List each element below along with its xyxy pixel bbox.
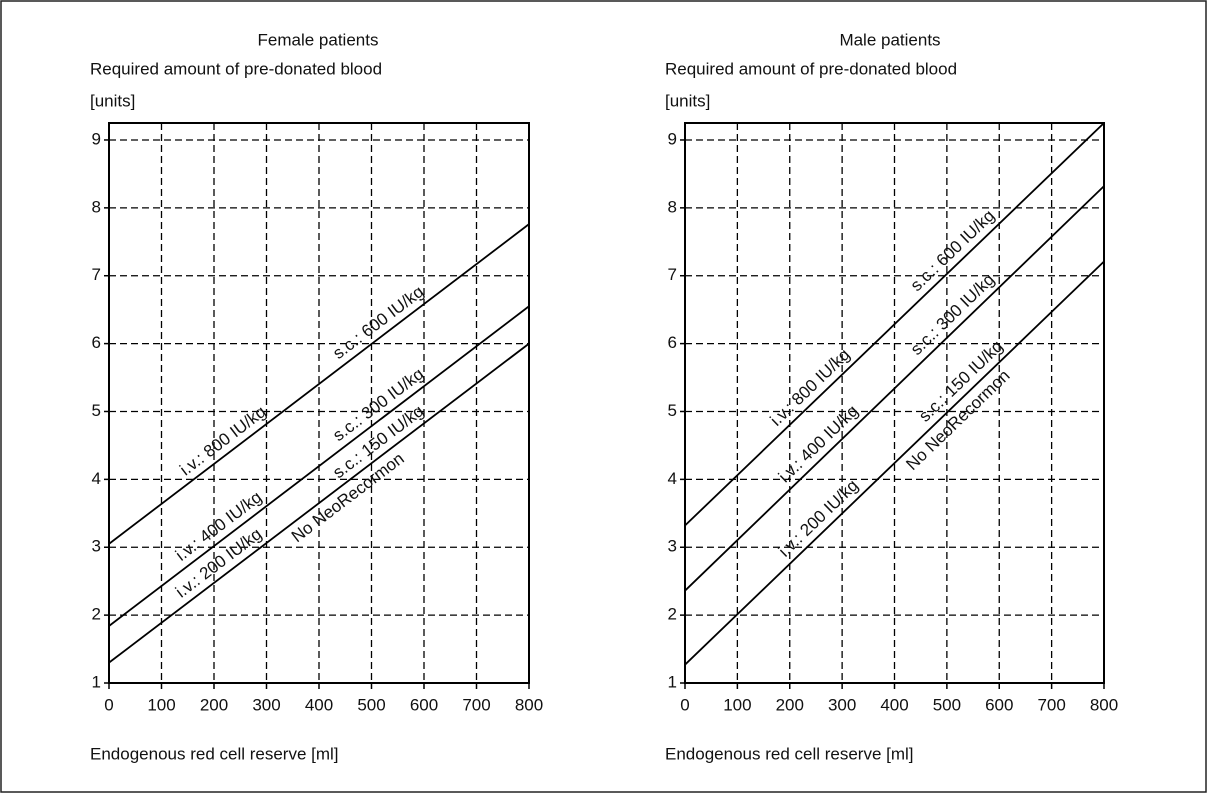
line: [108, 223, 530, 545]
y-tick-label: 4: [668, 469, 677, 488]
x-tick-label: 300: [828, 695, 856, 714]
x-tick-label: 100: [723, 695, 751, 714]
line-label: s.c.: 600 IU/kg: [329, 282, 427, 363]
y-tick-label: 6: [92, 333, 101, 352]
y-tick-label: 4: [92, 469, 101, 488]
plot-area: [684, 122, 1105, 684]
plot-area: [108, 122, 530, 684]
line: [684, 185, 1105, 592]
x-tick-label: 700: [462, 695, 490, 714]
y-tick-label: 3: [668, 537, 677, 556]
x-tick-label: 500: [357, 695, 385, 714]
y-tick-label: 3: [92, 537, 101, 556]
line-label: i.v.: 200 IU/kg: [775, 476, 862, 561]
y-axis-label: [units]: [665, 91, 710, 110]
x-axis-label: Endogenous red cell reserve [ml]: [665, 744, 914, 763]
y-tick-label: 9: [92, 129, 101, 148]
line: [684, 122, 1105, 527]
x-tick-label: 600: [410, 695, 438, 714]
y-tick-label: 7: [668, 265, 677, 284]
x-tick-label: 700: [1037, 695, 1065, 714]
x-tick-label: 800: [1090, 695, 1118, 714]
x-tick-label: 800: [515, 695, 543, 714]
y-tick-label: 1: [92, 672, 101, 691]
x-tick-label: 600: [985, 695, 1013, 714]
x-tick-label: 0: [104, 695, 113, 714]
y-tick-label: 7: [92, 265, 101, 284]
x-tick-label: 200: [776, 695, 804, 714]
y-tick-label: 5: [92, 401, 101, 420]
line-label: i.v.: 800 IU/kg: [176, 402, 269, 479]
x-tick-label: 0: [680, 695, 689, 714]
x-tick-label: 200: [200, 695, 228, 714]
y-tick-label: 8: [668, 197, 677, 216]
x-tick-label: 400: [305, 695, 333, 714]
x-tick-label: 100: [147, 695, 175, 714]
y-axis-label: Required amount of pre-donated blood: [665, 59, 957, 78]
y-tick-label: 2: [92, 605, 101, 624]
chart-title: Male patients: [839, 30, 940, 49]
line: [108, 342, 530, 664]
y-tick-label: 9: [668, 129, 677, 148]
chart-title: Female patients: [258, 30, 379, 49]
x-tick-label: 300: [252, 695, 280, 714]
x-tick-label: 400: [880, 695, 908, 714]
x-tick-label: 500: [933, 695, 961, 714]
line: [108, 305, 530, 627]
y-axis-label: Required amount of pre-donated blood: [90, 59, 382, 78]
y-tick-label: 5: [668, 401, 677, 420]
y-axis-label: [units]: [90, 91, 135, 110]
y-tick-label: 2: [668, 605, 677, 624]
x-axis-label: Endogenous red cell reserve [ml]: [90, 744, 339, 763]
y-tick-label: 1: [668, 672, 677, 691]
y-tick-label: 8: [92, 197, 101, 216]
y-tick-label: 6: [668, 333, 677, 352]
line: [684, 260, 1105, 666]
